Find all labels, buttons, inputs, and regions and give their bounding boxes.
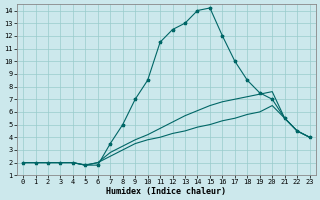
X-axis label: Humidex (Indice chaleur): Humidex (Indice chaleur) — [106, 187, 226, 196]
